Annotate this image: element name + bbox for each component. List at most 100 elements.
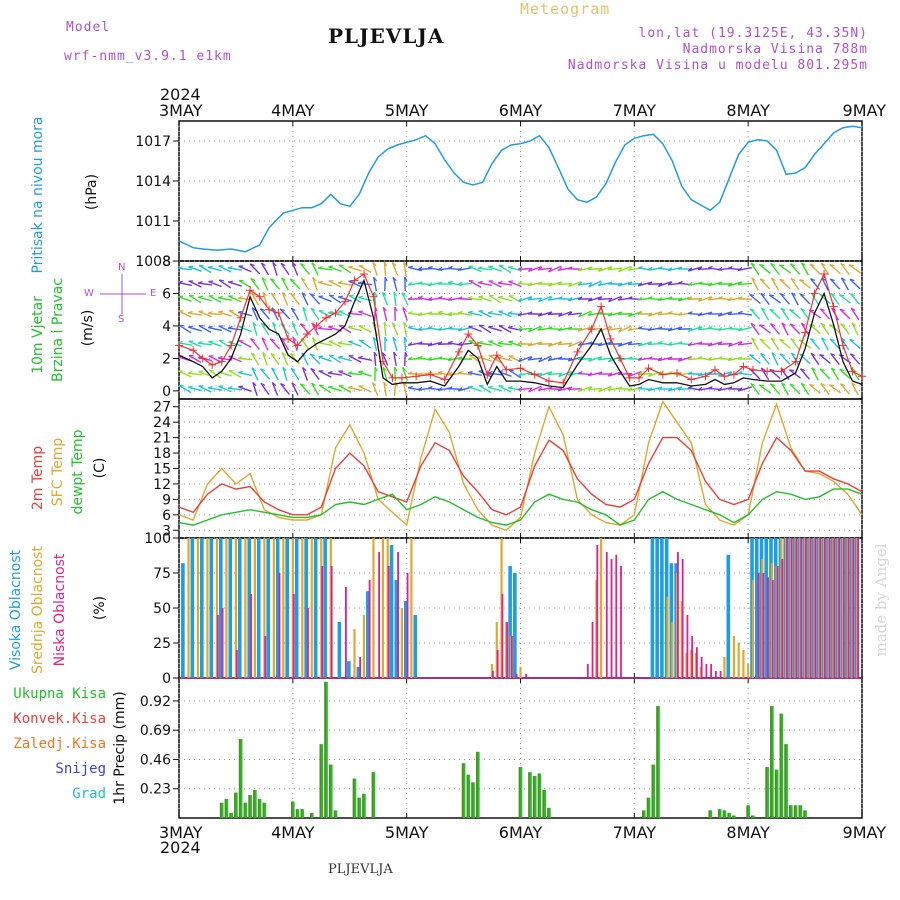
wind-arrow bbox=[851, 382, 859, 396]
wind-arrow bbox=[779, 278, 791, 290]
wind-arrow bbox=[790, 337, 800, 351]
wind-arrow bbox=[771, 352, 779, 366]
wind-arrow-head bbox=[779, 278, 785, 282]
precip-bar bbox=[803, 810, 807, 818]
wind-arrow-head bbox=[697, 355, 703, 359]
wind-arrow-head bbox=[407, 385, 413, 389]
precip-bar bbox=[257, 798, 262, 818]
wind-arrow-head bbox=[517, 386, 523, 391]
wind-arrow-head bbox=[179, 324, 184, 327]
wind-arrow-head bbox=[537, 341, 543, 345]
wind-arrow-head bbox=[657, 297, 663, 301]
wind-arrow bbox=[538, 311, 552, 317]
wind-arrow-head bbox=[251, 307, 257, 312]
wind-arrow-head bbox=[637, 296, 643, 301]
wind-arrow-head bbox=[839, 308, 845, 312]
wind-arrow bbox=[218, 325, 232, 333]
wind-arrow-head bbox=[300, 263, 306, 267]
precip-bar bbox=[357, 797, 362, 818]
wind-arrow-head bbox=[417, 372, 423, 377]
precip-bar bbox=[229, 812, 233, 818]
high-cloud-bar bbox=[764, 538, 769, 678]
low-cloud-bar bbox=[762, 573, 765, 678]
wind-arrow-head bbox=[447, 357, 453, 361]
wind-arrow bbox=[840, 262, 850, 276]
wind-arrow bbox=[269, 338, 281, 350]
wind-arrow-head bbox=[312, 276, 317, 282]
wind-arrow-head bbox=[478, 355, 484, 358]
wind-arrow-head bbox=[393, 291, 398, 297]
low-cloud-bar bbox=[695, 647, 698, 678]
precip-bar-convective bbox=[765, 767, 767, 818]
wind-arrow-head bbox=[188, 385, 193, 388]
wind-arrow-head bbox=[348, 325, 353, 328]
wind-arrow bbox=[218, 385, 232, 393]
wind-arrow-head bbox=[667, 310, 673, 314]
wind-arrow bbox=[358, 310, 372, 318]
wind-arrow bbox=[178, 296, 192, 302]
wind-arrow-head bbox=[272, 261, 277, 267]
wind-arrow-head bbox=[517, 281, 523, 285]
wind-arrow bbox=[618, 281, 632, 287]
precip-bar-convective bbox=[708, 810, 711, 818]
wind-arrow bbox=[820, 382, 830, 396]
low-cloud-bar bbox=[805, 538, 807, 678]
wind-arrow-head bbox=[790, 263, 795, 267]
wind-arrow-head bbox=[717, 281, 723, 285]
wind-arrow-head bbox=[770, 323, 776, 327]
wind-arrow-head bbox=[597, 296, 603, 301]
wind-arrow bbox=[568, 280, 582, 288]
wind-arrow-head bbox=[717, 266, 723, 271]
wind-arrow-head bbox=[227, 386, 233, 389]
wind-arrow-head bbox=[687, 281, 693, 286]
wind-arrow bbox=[799, 293, 811, 305]
wind-arrow bbox=[687, 297, 703, 301]
wind-arrow bbox=[227, 267, 243, 271]
precip-bar bbox=[717, 809, 722, 818]
wind-arrow bbox=[311, 337, 319, 351]
compass-w: W bbox=[84, 288, 94, 299]
wind-arrow bbox=[218, 265, 232, 273]
wind-arrow bbox=[338, 356, 352, 362]
wind-arrow-head bbox=[447, 386, 453, 390]
wind-arrow-head bbox=[403, 336, 408, 342]
wind-arrow bbox=[810, 292, 820, 306]
wind-arrow bbox=[809, 383, 821, 395]
wind-arrow-head bbox=[627, 356, 633, 360]
gust-line bbox=[178, 272, 863, 384]
high-cloud-bar bbox=[200, 538, 204, 678]
wind-arrow-head bbox=[707, 282, 713, 287]
high-cloud-bar bbox=[218, 538, 223, 678]
low-cloud-bar bbox=[686, 615, 689, 678]
tick-label-y: 6 bbox=[162, 286, 171, 302]
compass-s: S bbox=[118, 314, 125, 325]
wind-arrow bbox=[538, 355, 552, 363]
wind-arrow bbox=[468, 279, 482, 289]
precip-bar bbox=[262, 802, 267, 818]
wind-arrow-head bbox=[479, 324, 484, 327]
wind-arrow-head bbox=[437, 356, 443, 359]
wind-arrow-head bbox=[282, 292, 287, 297]
wind-arrow-head bbox=[228, 280, 234, 283]
wind-arrow-head bbox=[677, 357, 683, 362]
wind-arrow-head bbox=[227, 265, 233, 269]
low-cloud-bar bbox=[757, 573, 760, 678]
x-tick-label-top: 5MAY bbox=[385, 101, 429, 120]
wind-arrow-head bbox=[261, 277, 267, 282]
mid-cloud-bar bbox=[301, 538, 304, 678]
wind-arrow bbox=[348, 326, 362, 332]
wind-arrow-head bbox=[279, 308, 285, 312]
wind-arrow-head bbox=[727, 371, 733, 376]
wind-arrow bbox=[177, 267, 193, 271]
wind-arrow-head bbox=[851, 382, 856, 387]
wind-arrow-head bbox=[262, 291, 267, 297]
high-cloud-bar bbox=[754, 538, 759, 678]
wind-arrow-head bbox=[208, 265, 213, 268]
wind-arrow bbox=[498, 296, 512, 302]
wind-arrow bbox=[528, 385, 542, 393]
wind-arrow-head bbox=[647, 296, 653, 299]
wind-arrow-head bbox=[238, 385, 244, 388]
wind-arrow-head bbox=[557, 312, 563, 317]
precip-bar bbox=[751, 815, 755, 818]
wind-arrow-head bbox=[517, 266, 523, 270]
